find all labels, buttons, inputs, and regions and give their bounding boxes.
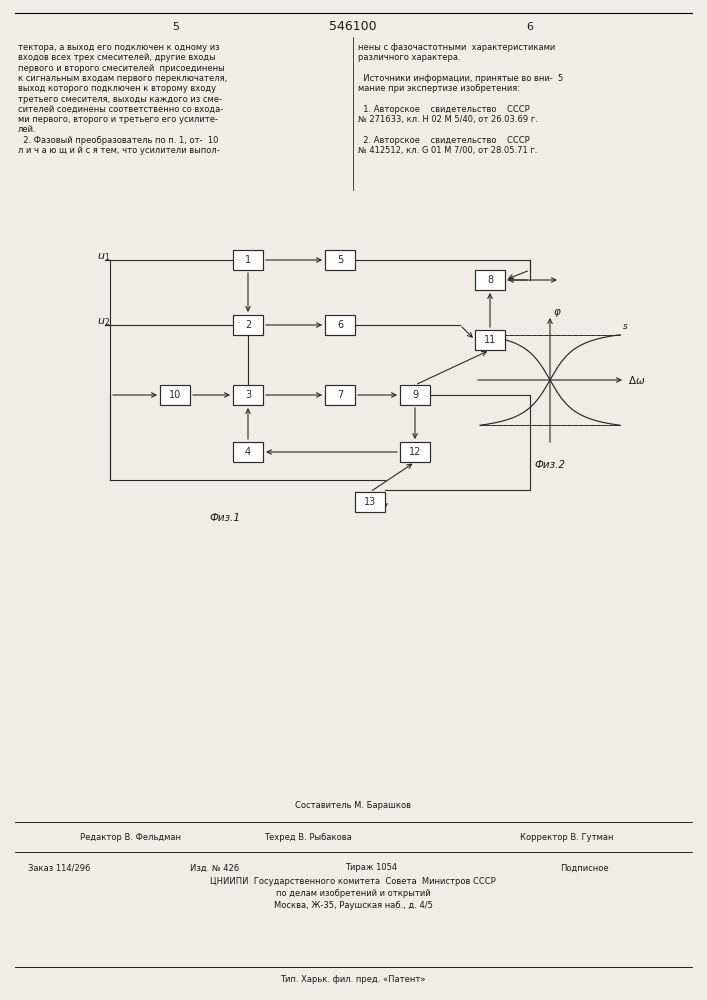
Bar [233, 385, 263, 405]
Bar [475, 270, 505, 290]
Text: Изд. № 426: Изд. № 426 [190, 863, 239, 872]
Text: ЦНИИПИ  Государственного комитета  Совета  Министров СССР: ЦНИИПИ Государственного комитета Совета … [210, 876, 496, 886]
Bar [475, 330, 505, 350]
Text: $u_1$: $u_1$ [97, 251, 110, 263]
Text: 4: 4 [245, 447, 251, 457]
Bar [325, 250, 355, 270]
Bar [355, 492, 385, 512]
Text: лей.: лей. [18, 125, 37, 134]
Bar [325, 315, 355, 335]
Text: Физ.1: Физ.1 [209, 513, 240, 523]
Bar [400, 442, 430, 462]
Text: 2. Фазовый преобразователь по п. 1, от-  10: 2. Фазовый преобразователь по п. 1, от- … [18, 136, 218, 145]
Bar [160, 385, 190, 405]
Text: 5: 5 [173, 22, 180, 32]
Text: Тип. Харьк. фил. пред. «Патент»: Тип. Харьк. фил. пред. «Патент» [280, 976, 426, 984]
Text: 2. Авторское    свидетельство    СССР: 2. Авторское свидетельство СССР [358, 136, 530, 145]
Text: к сигнальным входам первого переключателя,: к сигнальным входам первого переключател… [18, 74, 227, 83]
Text: по делам изобретений и открытий: по делам изобретений и открытий [276, 888, 431, 898]
Bar [233, 250, 263, 270]
Bar [233, 315, 263, 335]
Text: входов всех трех смесителей, другие входы: входов всех трех смесителей, другие вход… [18, 53, 216, 62]
Text: 12: 12 [409, 447, 421, 457]
Text: 9: 9 [412, 390, 418, 400]
Text: s: s [623, 322, 628, 331]
Text: Физ.2: Физ.2 [534, 460, 566, 470]
Text: 6: 6 [527, 22, 534, 32]
Text: 1. Авторское    свидетельство    СССР: 1. Авторское свидетельство СССР [358, 105, 530, 114]
Text: 5: 5 [337, 255, 343, 265]
Text: Редактор В. Фельдман: Редактор В. Фельдман [80, 832, 181, 842]
Text: 11: 11 [484, 335, 496, 345]
Text: 10: 10 [169, 390, 181, 400]
Text: Тираж 1054: Тираж 1054 [345, 863, 397, 872]
Text: 7: 7 [337, 390, 343, 400]
Text: л и ч а ю щ и й с я тем, что усилители выпол-: л и ч а ю щ и й с я тем, что усилители в… [18, 146, 220, 155]
Text: 2: 2 [245, 320, 251, 330]
Text: Корректор В. Гутман: Корректор В. Гутман [520, 832, 614, 842]
Text: тектора, а выход его подключен к одному из: тектора, а выход его подключен к одному … [18, 43, 220, 52]
Text: различного характера.: различного характера. [358, 53, 461, 62]
Text: сителей соединены соответственно со входа-: сителей соединены соответственно со вход… [18, 105, 223, 114]
Text: ми первого, второго и третьего его усилите-: ми первого, второго и третьего его усили… [18, 115, 218, 124]
Text: $u_2$: $u_2$ [97, 316, 110, 328]
Text: 3: 3 [245, 390, 251, 400]
Bar [233, 442, 263, 462]
Bar [325, 385, 355, 405]
Text: № 271633, кл. H 02 M 5/40, от 26.03.69 г.: № 271633, кл. H 02 M 5/40, от 26.03.69 г… [358, 115, 538, 124]
Text: 6: 6 [337, 320, 343, 330]
Bar [400, 385, 430, 405]
Text: Источники информации, принятые во вни-  5: Источники информации, принятые во вни- 5 [358, 74, 563, 83]
Text: третьего смесителя, выходы каждого из сме-: третьего смесителя, выходы каждого из см… [18, 95, 222, 104]
Text: выход которого подключен к второму входу: выход которого подключен к второму входу [18, 84, 216, 93]
Text: № 412512, кл. G 01 M 7/00, от 28.05.71 г.: № 412512, кл. G 01 M 7/00, от 28.05.71 г… [358, 146, 537, 155]
Text: Техред В. Рыбакова: Техред В. Рыбакова [264, 832, 352, 842]
Text: 1: 1 [245, 255, 251, 265]
Text: 546100: 546100 [329, 20, 377, 33]
Text: 13: 13 [364, 497, 376, 507]
Text: 8: 8 [487, 275, 493, 285]
Text: Подписное: Подписное [560, 863, 609, 872]
Text: Москва, Ж-35, Раушская наб., д. 4/5: Москва, Ж-35, Раушская наб., д. 4/5 [274, 900, 433, 910]
Text: мание при экспертизе изобретения:: мание при экспертизе изобретения: [358, 84, 520, 93]
Text: $\varphi$: $\varphi$ [553, 307, 562, 319]
Text: первого и второго смесителей  присоединены: первого и второго смесителей присоединен… [18, 64, 225, 73]
Text: нены с фазочастотными  характеристиками: нены с фазочастотными характеристиками [358, 43, 555, 52]
Text: Заказ 114/296: Заказ 114/296 [28, 863, 90, 872]
Text: $\Delta\omega$: $\Delta\omega$ [628, 374, 645, 386]
Text: Составитель М. Барашков: Составитель М. Барашков [295, 800, 411, 810]
